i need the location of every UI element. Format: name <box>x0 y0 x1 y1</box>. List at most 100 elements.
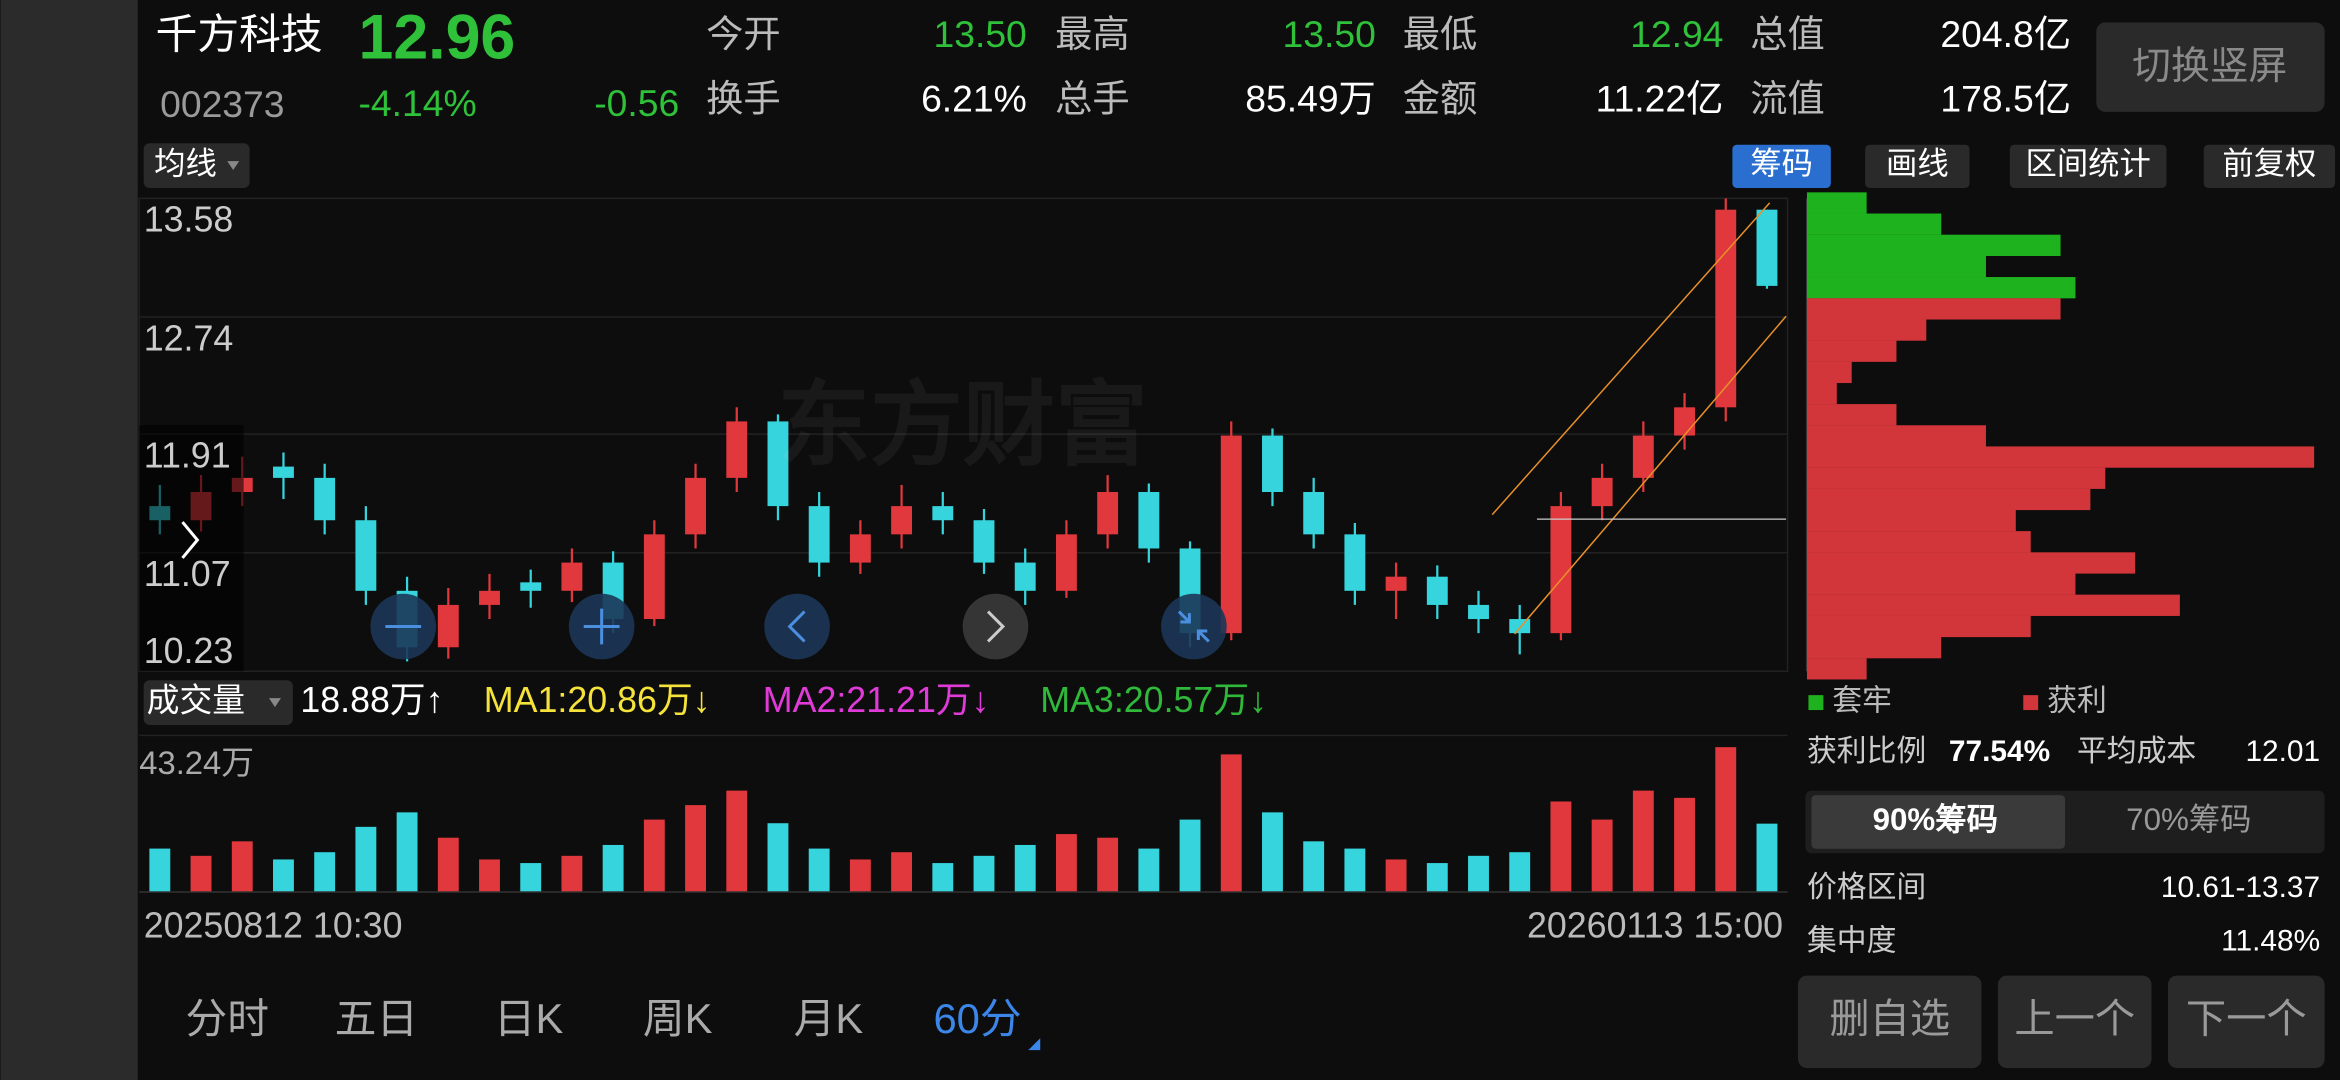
panel-button-bg[interactable] <box>2167 975 2325 1069</box>
chip-bar <box>1806 446 2315 468</box>
panel-button-bg[interactable] <box>1997 975 2152 1069</box>
back-icon[interactable] <box>787 610 806 643</box>
chip-bar <box>1806 615 2031 638</box>
volume-bar <box>1262 812 1283 893</box>
chart-layer <box>138 192 2315 893</box>
chip-bar <box>1806 467 2106 489</box>
y-tick-label: 13.58 <box>144 200 234 240</box>
volume-bar <box>973 855 995 893</box>
legend-swatch <box>2023 695 2039 711</box>
volume-button-bg[interactable] <box>143 680 293 725</box>
chip-bar <box>1806 192 1867 214</box>
y-tick-label: 11.07 <box>144 554 231 594</box>
volume-bar <box>273 859 294 893</box>
toolbar-button-bg[interactable] <box>1865 144 1970 188</box>
chip-bar <box>1806 531 2031 553</box>
trend-line <box>1514 315 1787 635</box>
panel-button[interactable]: 上一个 <box>2014 996 2135 1041</box>
period-tab[interactable]: 60分 <box>933 995 1021 1042</box>
shrink-button[interactable] <box>1161 593 1227 660</box>
volume-bar <box>437 837 459 893</box>
candle-body <box>767 421 789 507</box>
volume-bar <box>1591 819 1613 893</box>
stat-value: 11.22亿 <box>1596 77 1724 119</box>
zoom-in-icon[interactable] <box>583 608 620 645</box>
shrink-icon[interactable] <box>1177 610 1210 643</box>
forward-button[interactable] <box>962 593 1029 660</box>
volume-bar <box>808 848 830 893</box>
volume-bar <box>849 859 871 893</box>
stat-label: 总值 <box>1750 13 1825 55</box>
volume-bar <box>932 863 954 893</box>
dropdown-icon[interactable] <box>227 161 240 171</box>
volume-bar <box>1220 754 1242 893</box>
ma-button[interactable]: 均线 <box>154 146 217 181</box>
ratio-label: 平均成本 <box>2077 735 2196 768</box>
candle-body <box>973 520 995 563</box>
volume-bar <box>1097 837 1119 893</box>
stock-code: 002373 <box>160 83 284 125</box>
toolbar-button[interactable]: 前复权 <box>2222 146 2316 181</box>
candle-body <box>1014 562 1036 591</box>
candle-body <box>643 534 665 620</box>
toolbar-button[interactable]: 画线 <box>1886 146 1949 181</box>
change-pct: -4.14% <box>359 82 477 124</box>
volume-bar <box>1344 848 1366 893</box>
stat-label: 最高 <box>1055 13 1130 55</box>
volume-bar <box>190 855 212 893</box>
stat-value: 13.50 <box>933 13 1026 55</box>
candle-body <box>479 590 500 605</box>
candle-body <box>273 466 294 478</box>
volume-bar <box>314 852 336 893</box>
toolbar-button-bg[interactable] <box>2009 144 2167 188</box>
chip-tab[interactable]: 90%筹码 <box>1873 802 1998 837</box>
chip-bar <box>1806 552 2136 574</box>
y-tick-label: 12.74 <box>144 318 234 358</box>
period-tab[interactable]: 日K <box>494 995 564 1042</box>
x-tick-label: 20260113 15:00 <box>1527 905 1783 945</box>
tab-indicator[interactable] <box>1028 1038 1041 1051</box>
volume-bar <box>231 841 253 893</box>
rotate-button-bg[interactable] <box>2096 22 2325 112</box>
toolbar-button-bg[interactable] <box>1732 144 1831 188</box>
toolbar-button[interactable]: 筹码 <box>1750 146 1813 181</box>
volume-current: 18.88万↑ <box>300 680 443 720</box>
period-tab[interactable]: 分时 <box>185 995 269 1042</box>
volume-button[interactable]: 成交量 <box>147 681 245 718</box>
panel-button[interactable]: 删自选 <box>1829 996 1950 1041</box>
ma-button-bg[interactable] <box>143 143 250 188</box>
watermark: 东方财富 <box>778 373 1148 477</box>
candle-body <box>1468 604 1489 620</box>
forward-icon[interactable] <box>986 610 1006 643</box>
volume-bar <box>355 826 377 893</box>
candle-body <box>520 582 542 591</box>
chip-tab[interactable]: 70%筹码 <box>2126 802 2251 837</box>
dropdown-icon[interactable] <box>269 698 281 708</box>
volume-bar <box>1550 801 1572 893</box>
toolbar-button[interactable]: 区间统计 <box>2026 146 2151 181</box>
chip-bar <box>1806 319 1927 341</box>
stock-name: 千方科技 <box>156 10 323 57</box>
panel-button[interactable]: 下一个 <box>2186 996 2307 1041</box>
volume-bar <box>891 852 913 893</box>
toolbar-button-bg[interactable] <box>2203 144 2336 188</box>
panel-button-bg[interactable] <box>1798 975 1982 1069</box>
chip-bar <box>1806 255 1986 278</box>
back-button[interactable] <box>764 593 830 660</box>
period-tab[interactable]: 周K <box>643 995 713 1042</box>
rotate-button[interactable]: 切换竖屏 <box>2132 45 2287 88</box>
stat-value: 6.21% <box>921 77 1027 119</box>
candle-body <box>1550 506 1572 634</box>
info-label: 集中度 <box>1807 925 1896 958</box>
stat-label: 最低 <box>1403 13 1478 55</box>
stat-label: 换手 <box>706 77 781 119</box>
chip-bar <box>1806 213 1942 235</box>
chip-bar <box>1806 425 1986 447</box>
expand-icon[interactable] <box>181 521 200 559</box>
period-tab[interactable]: 五日 <box>335 995 419 1042</box>
volume-bar <box>479 859 500 893</box>
chip-tab-bg[interactable] <box>1811 795 2066 849</box>
period-tab[interactable]: 月K <box>794 995 864 1042</box>
